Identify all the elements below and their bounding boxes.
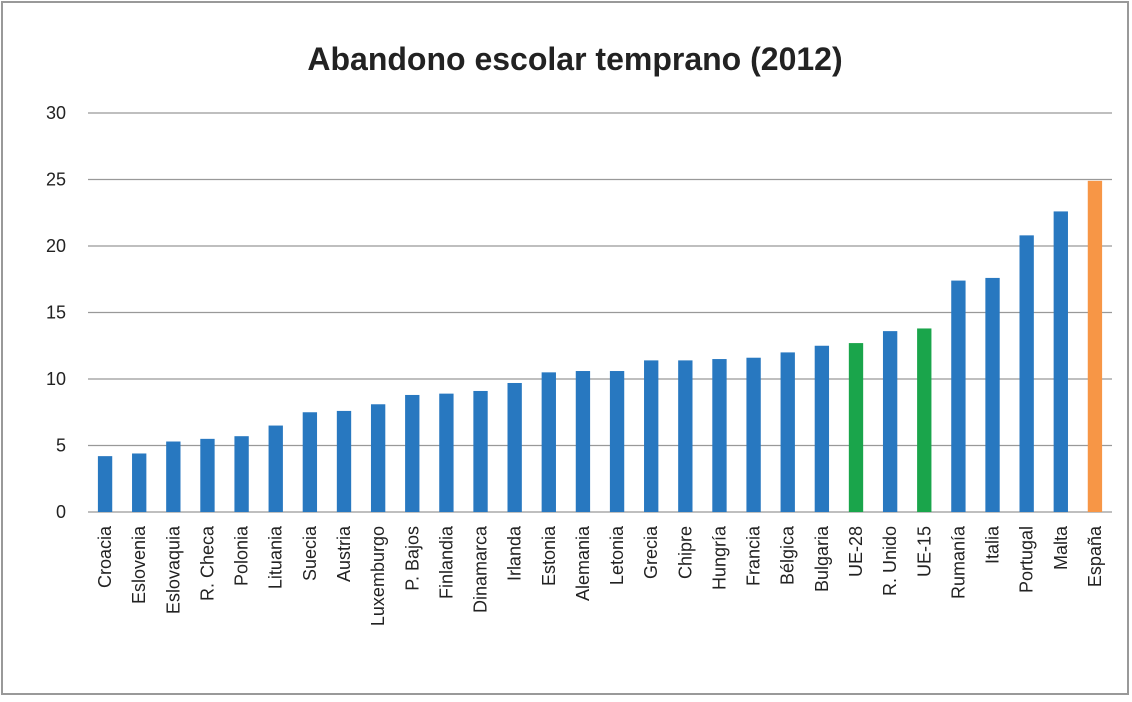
y-tick-label: 15 <box>46 303 66 323</box>
bar <box>780 352 795 512</box>
x-tick-label: UE-28 <box>846 526 866 577</box>
x-tick-label: Italia <box>983 525 1003 564</box>
x-tick-label: Chipre <box>675 526 695 579</box>
x-tick-label: P. Bajos <box>402 526 422 591</box>
bar <box>507 382 522 512</box>
x-tick-label: Rumanía <box>948 525 968 599</box>
bar <box>1087 180 1103 512</box>
x-tick-label: Irlanda <box>505 525 525 581</box>
x-tick-label: Malta <box>1051 525 1071 570</box>
y-tick-label: 25 <box>46 170 66 190</box>
bar <box>951 280 966 512</box>
y-tick-label: 10 <box>46 369 66 389</box>
x-tick-label: Finlandia <box>436 525 456 599</box>
bar <box>848 343 864 512</box>
bar <box>200 438 215 512</box>
x-tick-label: R. Checa <box>197 525 217 601</box>
x-tick-label: España <box>1085 525 1105 587</box>
x-tick-label: Francia <box>744 525 764 586</box>
x-tick-label: Bélgica <box>778 525 798 585</box>
x-tick-label: Dinamarca <box>471 525 491 613</box>
x-tick-label: Bulgaria <box>812 525 832 592</box>
bar <box>268 425 283 512</box>
bar <box>1019 235 1034 513</box>
bar <box>541 372 556 512</box>
bar <box>746 357 761 512</box>
x-tick-label: Suecia <box>300 525 320 581</box>
x-tick-label: Grecia <box>641 525 661 579</box>
bar <box>439 393 454 512</box>
x-tick-label: UE-15 <box>914 526 934 577</box>
x-tick-label: R. Unido <box>880 526 900 596</box>
bar <box>814 345 830 512</box>
bar <box>302 412 318 512</box>
x-tick-label: Polonia <box>232 525 252 586</box>
bar <box>166 441 181 512</box>
bar <box>234 436 249 512</box>
y-tick-label: 30 <box>46 103 66 123</box>
x-tick-label: Estonia <box>539 525 559 586</box>
x-tick-label: Lituania <box>266 525 286 589</box>
bar <box>575 371 591 512</box>
x-tick-label: Alemania <box>573 525 593 601</box>
bar <box>336 410 352 512</box>
bar <box>712 359 727 512</box>
bar <box>678 360 693 512</box>
x-tick-label: Eslovenia <box>129 525 149 604</box>
x-tick-label: Eslovaquia <box>163 525 183 614</box>
bar <box>1053 211 1068 513</box>
x-tick-label: Croacia <box>95 525 115 588</box>
bar <box>370 404 386 512</box>
chart-title: Abandono escolar temprano (2012) <box>307 41 842 77</box>
y-tick-label: 0 <box>56 502 66 522</box>
bar <box>473 390 488 512</box>
bar <box>97 456 113 512</box>
bar <box>882 331 898 512</box>
bar <box>644 360 659 512</box>
x-tick-label: Portugal <box>1017 526 1037 593</box>
y-tick-label: 5 <box>56 436 66 456</box>
x-tick-label: Letonia <box>607 525 627 585</box>
bar <box>985 277 1000 512</box>
bar <box>609 371 625 512</box>
x-tick-label: Austria <box>334 525 354 582</box>
bar <box>132 453 147 512</box>
bar <box>917 328 932 512</box>
x-tick-label: Luxemburgo <box>368 526 388 626</box>
bar <box>405 394 420 512</box>
x-tick-label: Hungría <box>709 525 729 590</box>
y-tick-label: 20 <box>46 236 66 256</box>
